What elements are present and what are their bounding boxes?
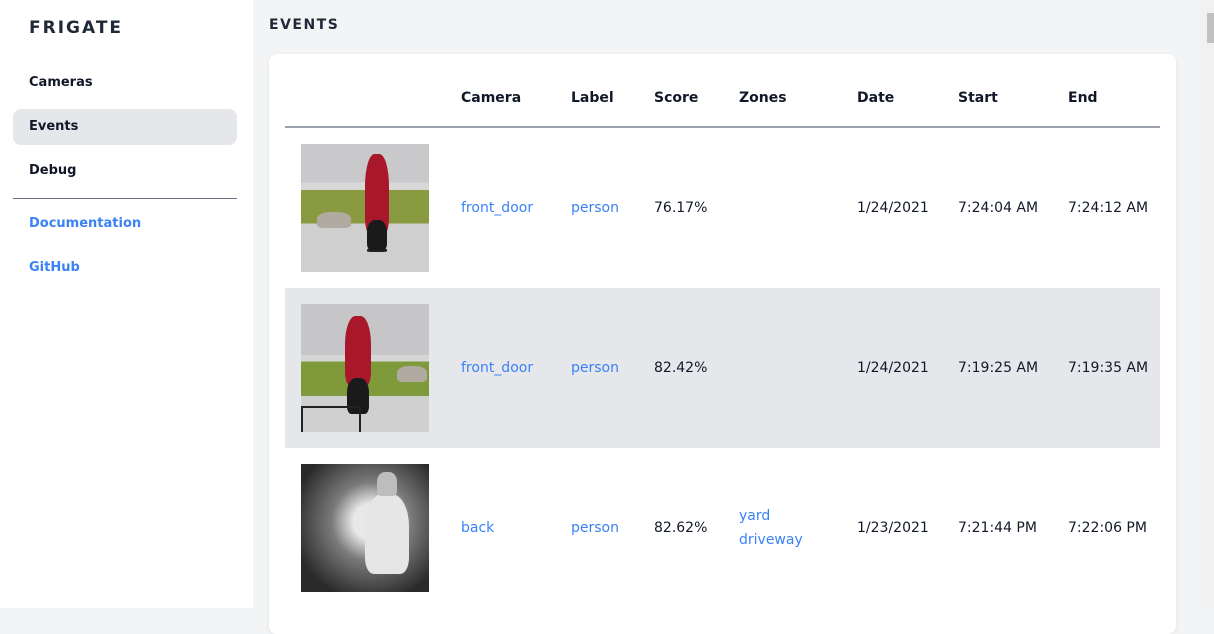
end-time: 7:19:35 AM — [1068, 360, 1149, 376]
page-title: EVENTS — [269, 17, 340, 33]
table-row[interactable]: back person 82.62% yard driveway 1/23/20… — [285, 448, 1160, 608]
header-camera: Camera — [461, 90, 522, 106]
table-row[interactable]: front_door person 82.42% 1/24/2021 7:19:… — [285, 288, 1160, 448]
camera-link[interactable]: front_door — [461, 360, 534, 376]
start-time: 7:21:44 PM — [958, 520, 1037, 536]
sidebar-link-github[interactable]: GitHub — [29, 260, 80, 275]
header-divider — [285, 126, 1160, 128]
zone-link[interactable]: yard — [739, 508, 771, 524]
scrollbar[interactable] — [1200, 0, 1214, 608]
table-row[interactable]: front_door person 76.17% 1/24/2021 7:24:… — [285, 128, 1160, 288]
camera-link[interactable]: back — [461, 520, 495, 536]
sidebar: FRIGATE Cameras Events Debug Documentati… — [0, 0, 253, 608]
end-time: 7:24:12 AM — [1068, 200, 1149, 216]
sidebar-item-cameras[interactable]: Cameras — [29, 75, 93, 90]
score: 82.42% — [654, 360, 708, 376]
end-time: 7:22:06 PM — [1068, 520, 1147, 536]
header-end: End — [1068, 90, 1098, 106]
sidebar-divider — [13, 198, 237, 199]
label-link[interactable]: person — [571, 520, 619, 536]
start-time: 7:19:25 AM — [958, 360, 1039, 376]
date: 1/24/2021 — [857, 200, 929, 216]
events-table: Camera Label Score Zones Date Start End … — [269, 54, 1176, 634]
zone-link[interactable]: driveway — [739, 532, 803, 548]
header-start: Start — [958, 90, 998, 106]
score: 82.62% — [654, 520, 708, 536]
start-time: 7:24:04 AM — [958, 200, 1039, 216]
label-link[interactable]: person — [571, 360, 619, 376]
header-score: Score — [654, 90, 699, 106]
header-zones: Zones — [739, 90, 787, 106]
header-date: Date — [857, 90, 895, 106]
date: 1/24/2021 — [857, 360, 929, 376]
scrollbar-thumb[interactable] — [1207, 13, 1214, 43]
sidebar-item-debug[interactable]: Debug — [29, 163, 77, 178]
event-thumbnail[interactable] — [301, 464, 429, 592]
event-thumbnail[interactable] — [301, 304, 429, 432]
sidebar-item-events[interactable]: Events — [13, 109, 237, 145]
event-thumbnail[interactable] — [301, 144, 429, 272]
zones: yard driveway — [739, 448, 803, 608]
brand-logo: FRIGATE — [29, 18, 124, 38]
sidebar-link-documentation[interactable]: Documentation — [29, 216, 142, 231]
header-label: Label — [571, 90, 614, 106]
score: 76.17% — [654, 200, 708, 216]
label-link[interactable]: person — [571, 200, 619, 216]
camera-link[interactable]: front_door — [461, 200, 534, 216]
date: 1/23/2021 — [857, 520, 929, 536]
